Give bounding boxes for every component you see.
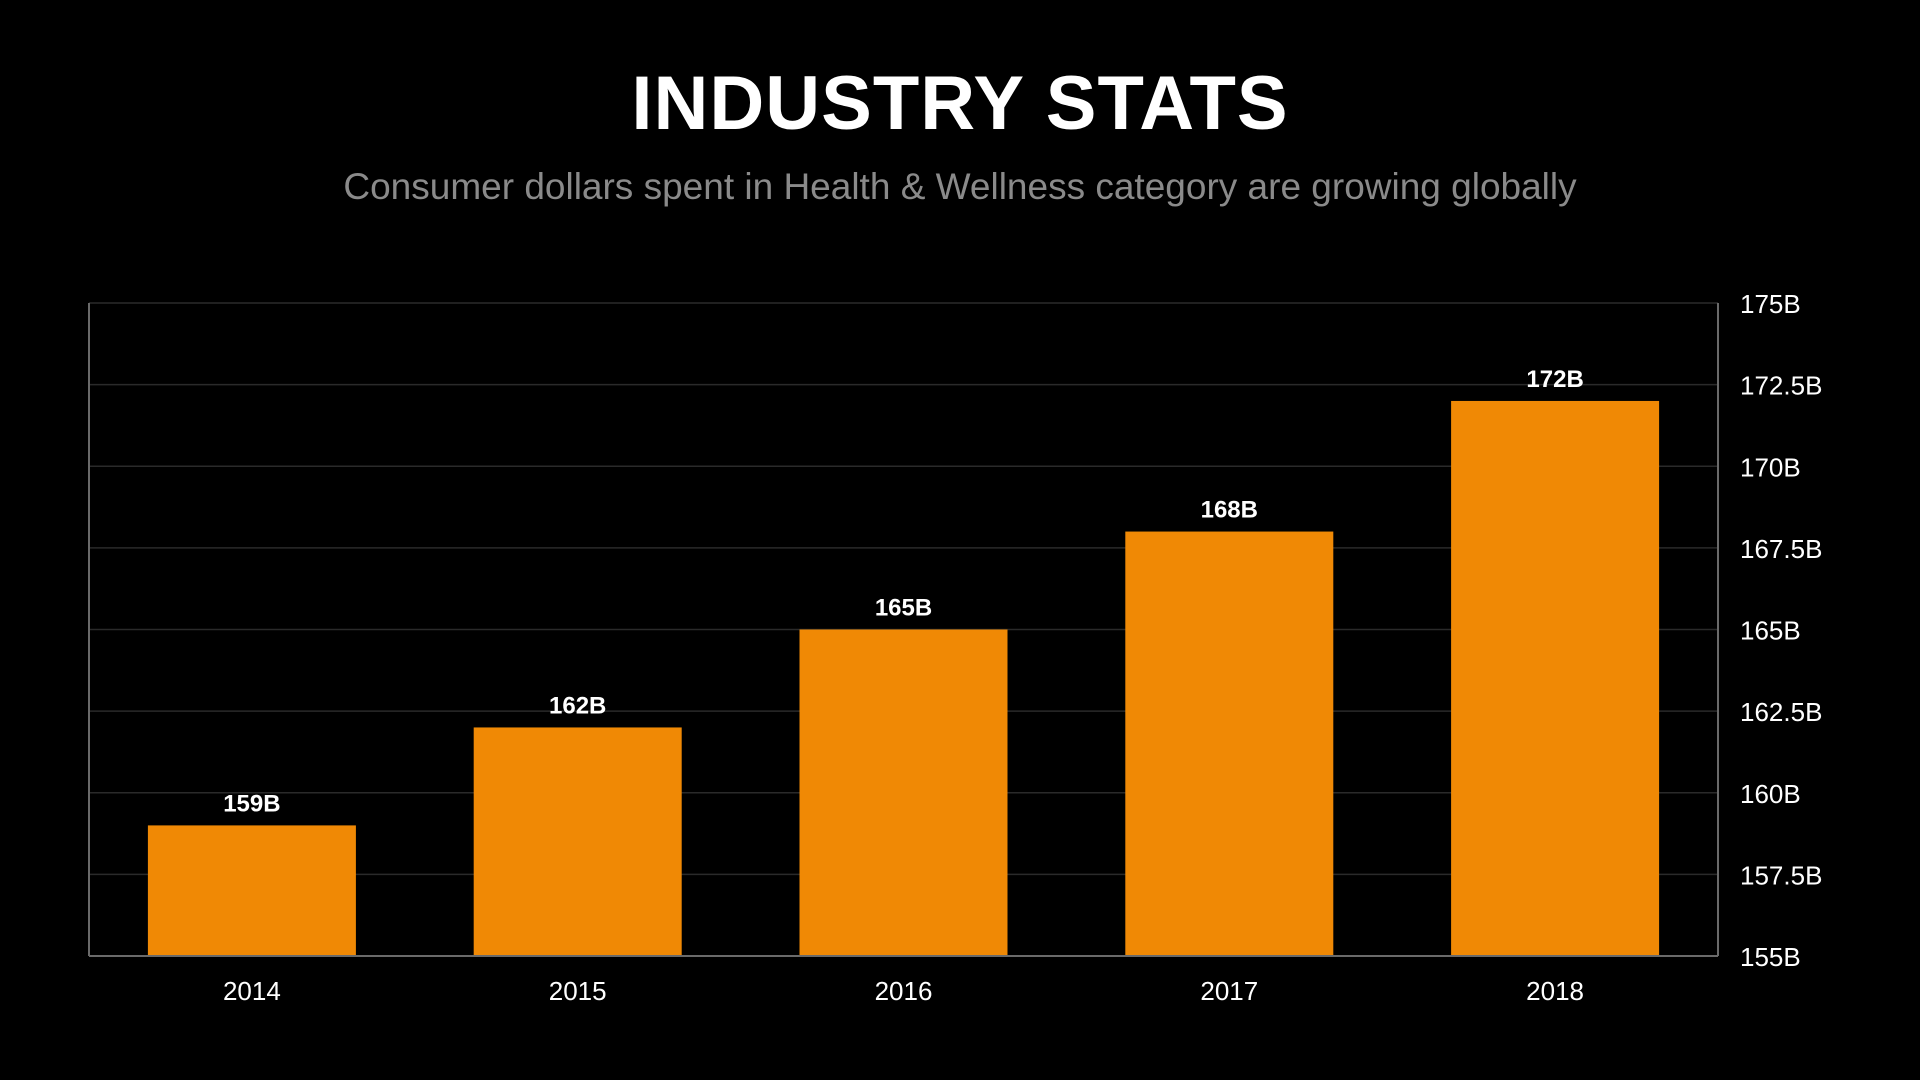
bar — [1451, 400, 1660, 956]
axes — [88, 303, 1719, 957]
data-label: 172B — [1526, 366, 1583, 393]
data-label: 168B — [1201, 497, 1258, 524]
bar — [147, 825, 356, 956]
y-tick-label: 170B — [1740, 452, 1801, 482]
data-label: 159B — [223, 790, 280, 817]
x-tick-label: 2015 — [549, 976, 607, 1006]
x-tick-label: 2016 — [875, 976, 933, 1006]
x-tick-label: 2018 — [1526, 976, 1584, 1006]
data-label: 165B — [875, 595, 932, 622]
page-title: INDUSTRY STATS — [631, 61, 1289, 146]
labels: 155B 157.5B 160B 162.5B 165B 167.5B 170B 172.5B… — [223, 289, 1822, 1006]
y-tick-label: 160B — [1740, 779, 1801, 809]
bar — [473, 727, 682, 956]
y-tick-label: 157.5B — [1740, 860, 1822, 890]
x-tick-label: 2014 — [223, 976, 281, 1006]
bar — [799, 629, 1008, 956]
page-subtitle: Consumer dollars spent in Health & Welln… — [343, 166, 1577, 207]
y-tick-label: 167.5B — [1740, 534, 1822, 564]
y-tick-label: 172.5B — [1740, 371, 1822, 401]
bars — [147, 400, 1660, 956]
y-tick-label: 155B — [1740, 942, 1801, 972]
y-tick-label: 175B — [1740, 289, 1801, 319]
data-label: 162B — [549, 692, 606, 719]
x-tick-label: 2017 — [1200, 976, 1258, 1006]
bar — [1125, 531, 1334, 956]
y-tick-label: 162.5B — [1740, 697, 1822, 727]
y-tick-label: 165B — [1740, 616, 1801, 646]
